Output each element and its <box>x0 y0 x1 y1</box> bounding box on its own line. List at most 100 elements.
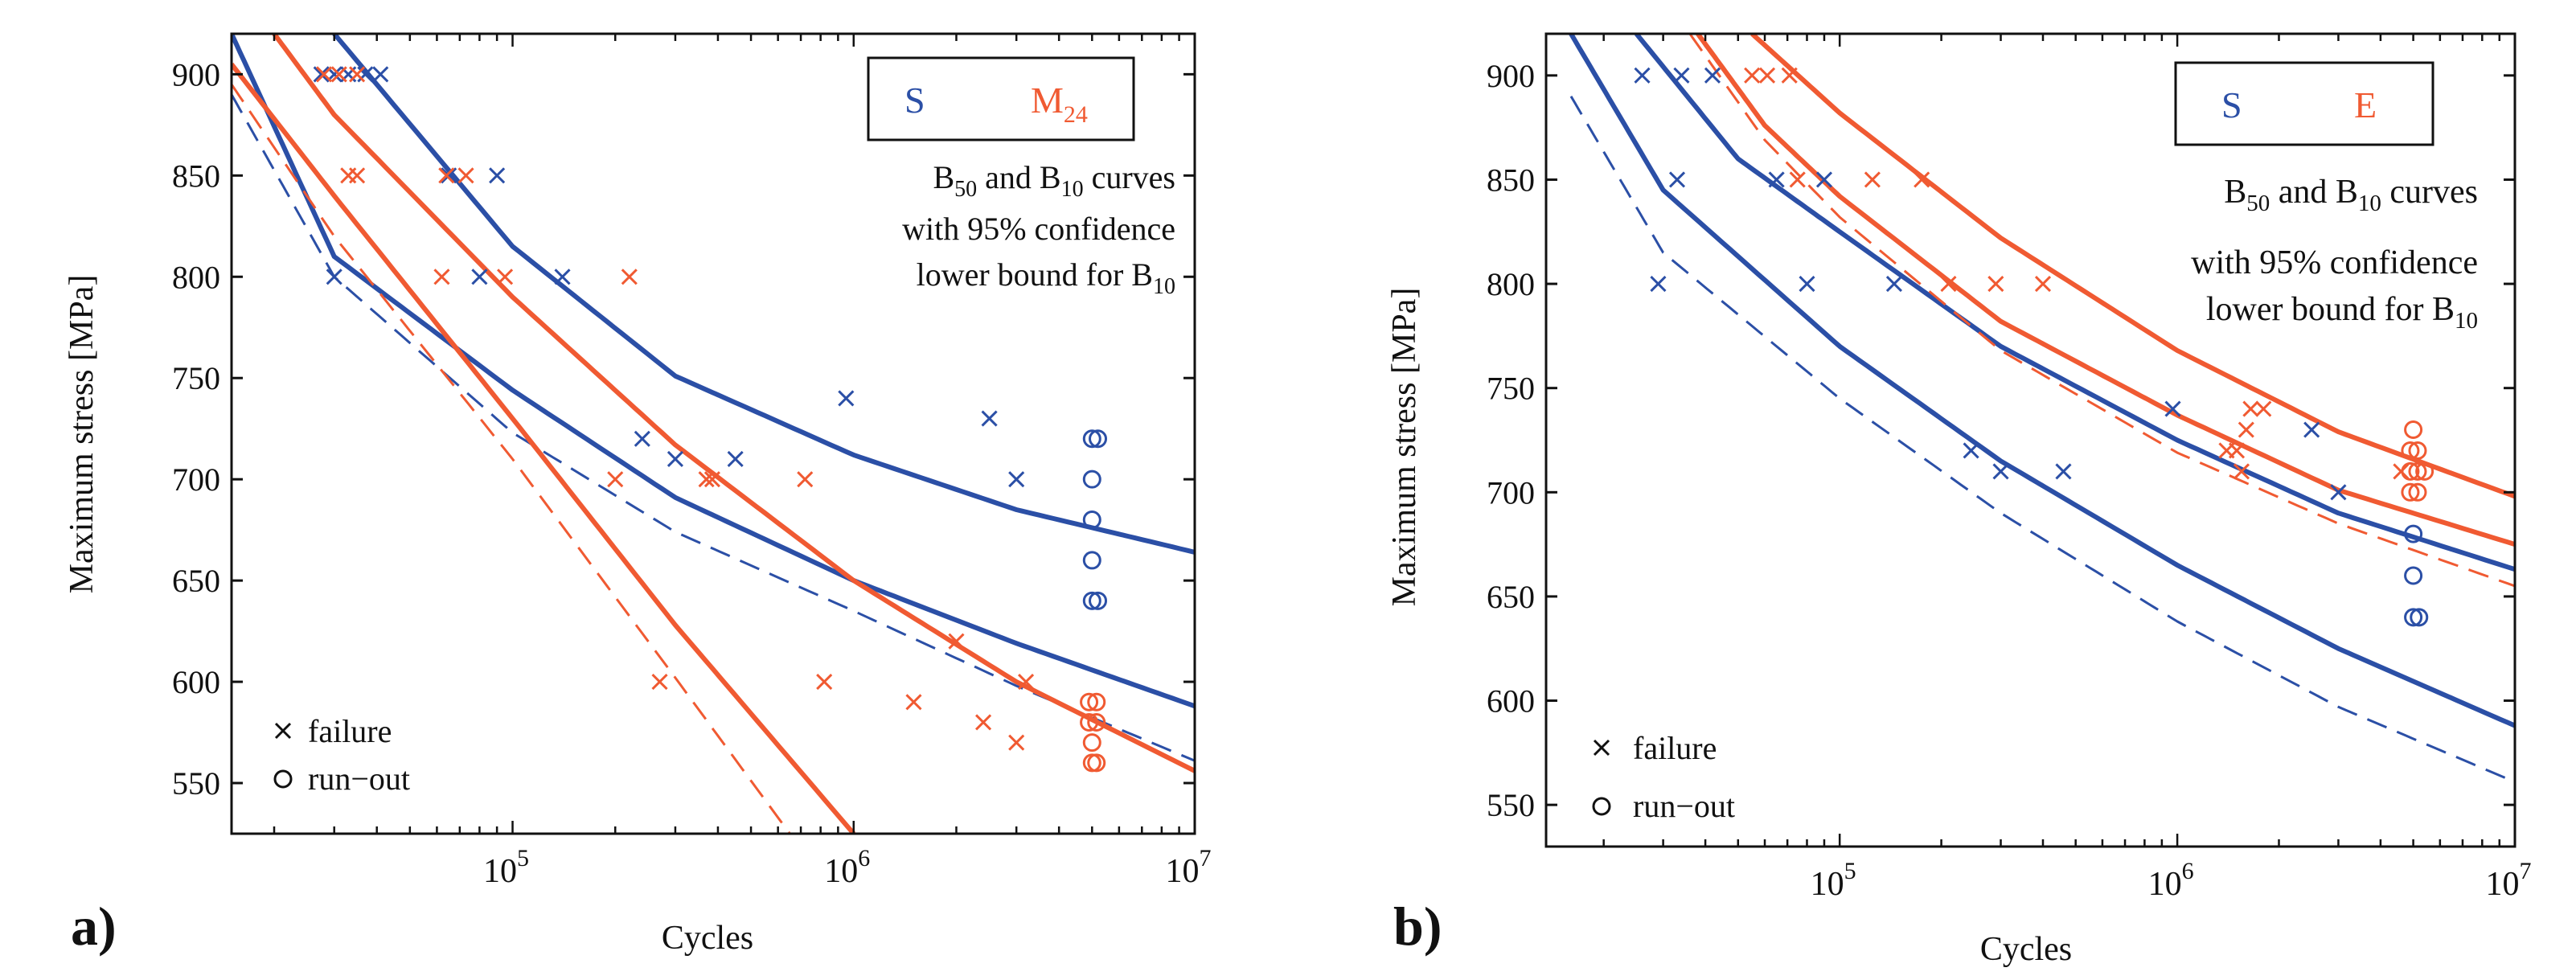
failure-point <box>698 471 715 488</box>
failure-point <box>975 714 992 731</box>
y-tick-label: 650 <box>1487 579 1535 615</box>
failure-point <box>703 471 720 488</box>
failure-point <box>349 167 366 184</box>
runout-point <box>2408 461 2427 481</box>
failure-point <box>1768 171 1785 188</box>
failure-point <box>313 66 330 83</box>
failure-point <box>315 66 333 83</box>
runout-point <box>2404 566 2423 585</box>
runout-point <box>1082 733 1101 752</box>
failure-point <box>1008 734 1025 751</box>
curve-layer <box>1569 34 2515 783</box>
failure-point <box>1634 67 1651 84</box>
runout-point <box>2401 441 2420 460</box>
legend-frame <box>867 56 1135 141</box>
y-tick-label: 850 <box>172 158 220 194</box>
marker-layer <box>313 66 1108 773</box>
y-axis: 550 600 650 700 750 800 850 900 <box>1487 58 2515 823</box>
failure-point <box>1673 67 1690 84</box>
failure-point <box>330 66 347 83</box>
failure-point <box>981 410 998 427</box>
curve-note: B50 and B10 curves with 95% confidence l… <box>902 159 1175 299</box>
failure-point <box>1650 276 1667 293</box>
runout-point <box>2404 420 2423 440</box>
curve-s-b50 <box>332 34 1195 555</box>
failure-point <box>2228 442 2246 459</box>
failure-point <box>1815 171 1833 188</box>
curve-m24-b10-lower-bound <box>232 84 791 834</box>
plot-area: 105 106 107 550 600 650 700 750 800 850 900 <box>1487 32 2532 903</box>
failure-point <box>2255 400 2272 417</box>
runout-point <box>2404 608 2423 627</box>
y-tick-label: 600 <box>1487 683 1535 720</box>
y-tick-label: 550 <box>1487 787 1535 823</box>
note-line-2: with 95% confidence <box>2191 244 2478 281</box>
y-axis-label: Maximum stress [MPa] <box>64 275 100 594</box>
curve-m24-b50 <box>272 34 1195 773</box>
failure-point <box>438 167 455 184</box>
failure-point <box>2242 400 2259 417</box>
failure-point <box>727 450 744 468</box>
chart-panel-a: 105 106 107 550 600 650 700 750 800 850 900 Maxim… <box>64 32 1212 957</box>
marker-legend: failure run−out <box>1592 730 1735 824</box>
failure-point <box>667 450 684 468</box>
legend-e-label: E <box>2354 84 2377 125</box>
note-line-1: B50 and B10 curves <box>933 159 1175 202</box>
marker-layer <box>1634 67 2434 627</box>
legend-s-label: S <box>904 80 925 121</box>
failure-point <box>2303 421 2320 438</box>
y-tick-label: 850 <box>1487 162 1535 198</box>
runout-point <box>1087 692 1106 711</box>
curve-note: B50 and B10 curves with 95% confidence l… <box>2191 174 2478 334</box>
failure-point <box>2238 421 2254 438</box>
x-tick-label: 106 <box>824 845 870 890</box>
failure-point <box>1864 171 1881 188</box>
runout-point <box>1082 591 1101 610</box>
failure-point <box>489 167 506 184</box>
failure-point <box>607 471 624 488</box>
note-line-3: lower bound for B10 <box>2206 291 2478 334</box>
runout-point <box>1089 591 1108 610</box>
failure-point <box>1008 471 1025 488</box>
x-tick-label: 107 <box>1166 845 1212 890</box>
failure-marker-icon <box>1593 739 1610 757</box>
failure-point <box>497 269 514 285</box>
runout-marker-icon <box>1592 797 1611 816</box>
runout-marker-icon <box>273 769 293 789</box>
runout-point <box>2408 482 2427 502</box>
runout-point <box>2410 608 2429 627</box>
failure-point <box>471 269 488 285</box>
failure-point <box>1799 276 1815 293</box>
runout-point <box>1080 712 1099 732</box>
x-axis-label: Cycles <box>662 920 753 957</box>
failure-legend-label: failure <box>1633 730 1717 766</box>
failure-point <box>2330 484 2347 501</box>
failure-marker-icon <box>274 722 292 740</box>
y-tick-label: 750 <box>172 360 220 396</box>
failure-point <box>1885 276 1903 293</box>
y-tick-label: 550 <box>172 765 220 802</box>
runout-point <box>1080 692 1099 711</box>
y-tick-label: 750 <box>1487 371 1535 407</box>
runout-point <box>1087 712 1106 732</box>
failure-point <box>1781 67 1798 84</box>
runout-point <box>1082 551 1101 570</box>
y-tick-label: 650 <box>172 563 220 599</box>
curve-e-b10 <box>1696 34 2515 547</box>
failure-point <box>905 694 922 711</box>
curve-m24-b10 <box>232 62 856 834</box>
legend-m24-label: M24 <box>1031 80 1088 128</box>
runout-point <box>1089 429 1108 449</box>
y-axis: 550 600 650 700 750 800 850 900 <box>172 56 1195 802</box>
y-tick-label: 600 <box>172 664 220 700</box>
panel-label: b) <box>1393 896 1442 957</box>
marker-legend: failure run−out <box>273 713 410 797</box>
plot-frame <box>230 32 1196 835</box>
runout-point <box>2401 461 2420 481</box>
failure-point <box>372 66 389 83</box>
legend-box: S M24 <box>867 56 1135 141</box>
failure-point <box>2393 463 2410 480</box>
y-tick-label: 700 <box>172 461 220 498</box>
failure-point <box>1744 67 1761 84</box>
